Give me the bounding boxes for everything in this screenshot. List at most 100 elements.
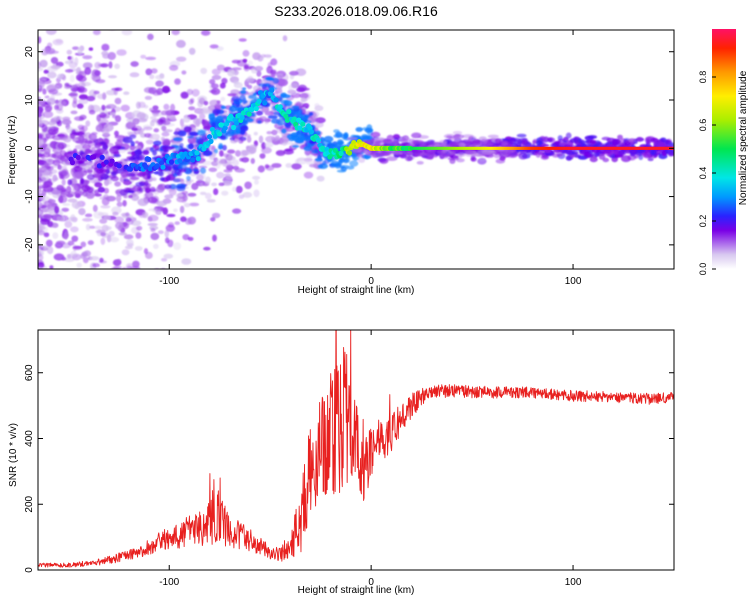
- spectrogram-y-tick-label-1: -10: [24, 189, 35, 204]
- spectrogram-blob-335: [38, 188, 42, 194]
- spectrogram-blob-660: [271, 129, 278, 136]
- spectrogram-blob-2837: [370, 131, 381, 138]
- spectrogram-blob-2771: [370, 153, 381, 158]
- spectrogram-blob-1309: [203, 246, 211, 251]
- spectrogram-blob-289: [65, 69, 74, 73]
- spectrogram-blob-456: [219, 82, 226, 89]
- spectrogram-blob-728: [112, 114, 118, 119]
- spectrogram-blob-2874: [378, 151, 390, 157]
- spectrogram-blob-837: [149, 74, 155, 80]
- spectrogram-blob-2483: [110, 171, 118, 176]
- spectrogram-blob-513: [134, 246, 143, 251]
- spectrogram-blob-2691: [197, 130, 206, 136]
- spectrogram-blob-1275: [41, 124, 48, 133]
- spectrogram-blob-742: [77, 75, 87, 83]
- spectrogram-blob-1161: [274, 88, 283, 94]
- spectrogram-blob-1358: [132, 117, 140, 125]
- spectrogram-blob-1109: [239, 149, 248, 158]
- spectrogram-blob-749: [285, 163, 293, 168]
- spectrogram-blob-753: [265, 135, 276, 143]
- spectrogram-blob-1226: [53, 278, 64, 281]
- spectrogram-blob-2764: [439, 152, 450, 159]
- spectrogram-blob-934: [93, 90, 100, 95]
- spectrogram-blob-1145: [66, 185, 72, 194]
- spectrogram-blob-1156: [161, 85, 171, 94]
- spectrogram-x-tick-label-2: 100: [565, 276, 582, 287]
- spectrogram-blob-1933: [470, 157, 477, 162]
- spectrogram-ridge-point-7: [91, 154, 97, 160]
- spectrogram-blob-718: [50, 57, 59, 64]
- spectrogram-blob-606: [65, 0, 71, 6]
- spectrogram-blob-226: [39, 276, 49, 283]
- spectrogram-blob-1307: [46, 165, 54, 171]
- spectrogram-blob-2579: [303, 114, 311, 118]
- spectrogram-blob-1096: [80, 253, 86, 259]
- spectrogram-blob-1636: [159, 177, 165, 182]
- spectrogram-blob-559: [174, 221, 180, 226]
- spectrogram-blob-2175: [142, 149, 150, 155]
- spectrogram-blob-613: [74, 116, 85, 121]
- spectrogram-ridge-point-134: [291, 116, 297, 122]
- spectrogram-blob-918: [138, 101, 146, 109]
- spectrogram-blob-2822: [495, 158, 506, 164]
- spectrogram-blob-1131: [41, 245, 49, 250]
- spectrogram-blob-1690: [292, 144, 300, 148]
- spectrogram-blob-1259: [147, 196, 158, 204]
- spectrogram-blob-132: [49, 265, 54, 269]
- spectrogram-blob-799: [92, 204, 98, 212]
- spectrogram-blob-1212: [316, 175, 325, 182]
- spectrogram-blob-942: [136, 111, 146, 120]
- spectrogram-blob-515: [123, 234, 134, 240]
- spectrogram-blob-946: [82, 55, 93, 60]
- spectrogram-blob-925: [213, 188, 219, 196]
- spectrogram-blob-599: [123, 285, 133, 291]
- spectrogram-blob-2398: [178, 169, 183, 172]
- spectrogram-blob-2865: [452, 130, 463, 135]
- spectrogram-blob-1329: [88, 47, 94, 51]
- spectrogram-blob-400: [180, 91, 189, 99]
- spectrogram-blob-2534: [97, 186, 105, 193]
- spectrogram-blob-2174: [314, 157, 323, 162]
- spectrogram-blob-1244: [160, 207, 168, 213]
- spectrogram-blob-2118: [337, 141, 345, 145]
- spectrogram-blob-1361: [264, 164, 270, 169]
- snr-y-tick-label-2: 400: [24, 430, 35, 447]
- spectrogram-blob-787: [218, 182, 225, 187]
- spectrogram-blob-1321: [108, 230, 115, 237]
- spectrogram-blob-1129: [314, 103, 320, 108]
- spectrogram-ridge-point-8: [96, 163, 102, 169]
- spectrogram-blob-1359: [64, 85, 71, 89]
- spectrogram-blob-1191: [155, 209, 162, 215]
- spectrogram-blob-754: [155, 75, 165, 80]
- spectrogram-blob-568: [41, 4, 46, 8]
- spectrogram-blob-190: [47, 159, 53, 163]
- spectrogram-blob-475: [201, 30, 211, 36]
- spectrogram-blob-1461: [229, 137, 235, 141]
- spectrogram-blob-744: [87, 240, 94, 246]
- spectrogram-blob-551: [78, 208, 86, 216]
- spectrogram-blob-1133: [57, 142, 67, 150]
- spectrogram-blob-836: [264, 120, 269, 125]
- spectrogram-blob-499: [219, 150, 224, 157]
- spectrogram-blob-1390: [38, 120, 43, 129]
- spectrogram-blob-1356: [187, 216, 196, 225]
- spectrogram-data: [38, 0, 674, 291]
- spectrogram-blob-1295: [161, 131, 170, 137]
- spectrogram-blob-553: [188, 106, 196, 111]
- spectrogram-blob-1211: [77, 276, 84, 283]
- spectrogram-blob-1249: [150, 133, 161, 140]
- spectrogram-blob-2390: [291, 105, 300, 109]
- spectrogram-ridge-point-62: [190, 157, 196, 163]
- spectrogram-blob-2558: [83, 169, 93, 173]
- spectrogram-blob-1720: [183, 126, 192, 133]
- snr-x-tick-label-0: -100: [159, 577, 179, 588]
- snr-y-tick-label-0: 0: [24, 567, 35, 573]
- spectrogram-blob-2901: [419, 142, 430, 147]
- spectrogram-blob-798: [164, 229, 170, 238]
- snr-x-ticks: -100 0 100: [159, 330, 582, 588]
- spectrogram-blob-2627: [311, 149, 319, 154]
- spectrogram-blob-329: [283, 148, 294, 155]
- spectrogram-blob-1230: [47, 128, 59, 135]
- colorbar-tick-label-4: 0.8: [698, 71, 708, 84]
- spectrogram-y-tick-label-3: 10: [24, 94, 35, 106]
